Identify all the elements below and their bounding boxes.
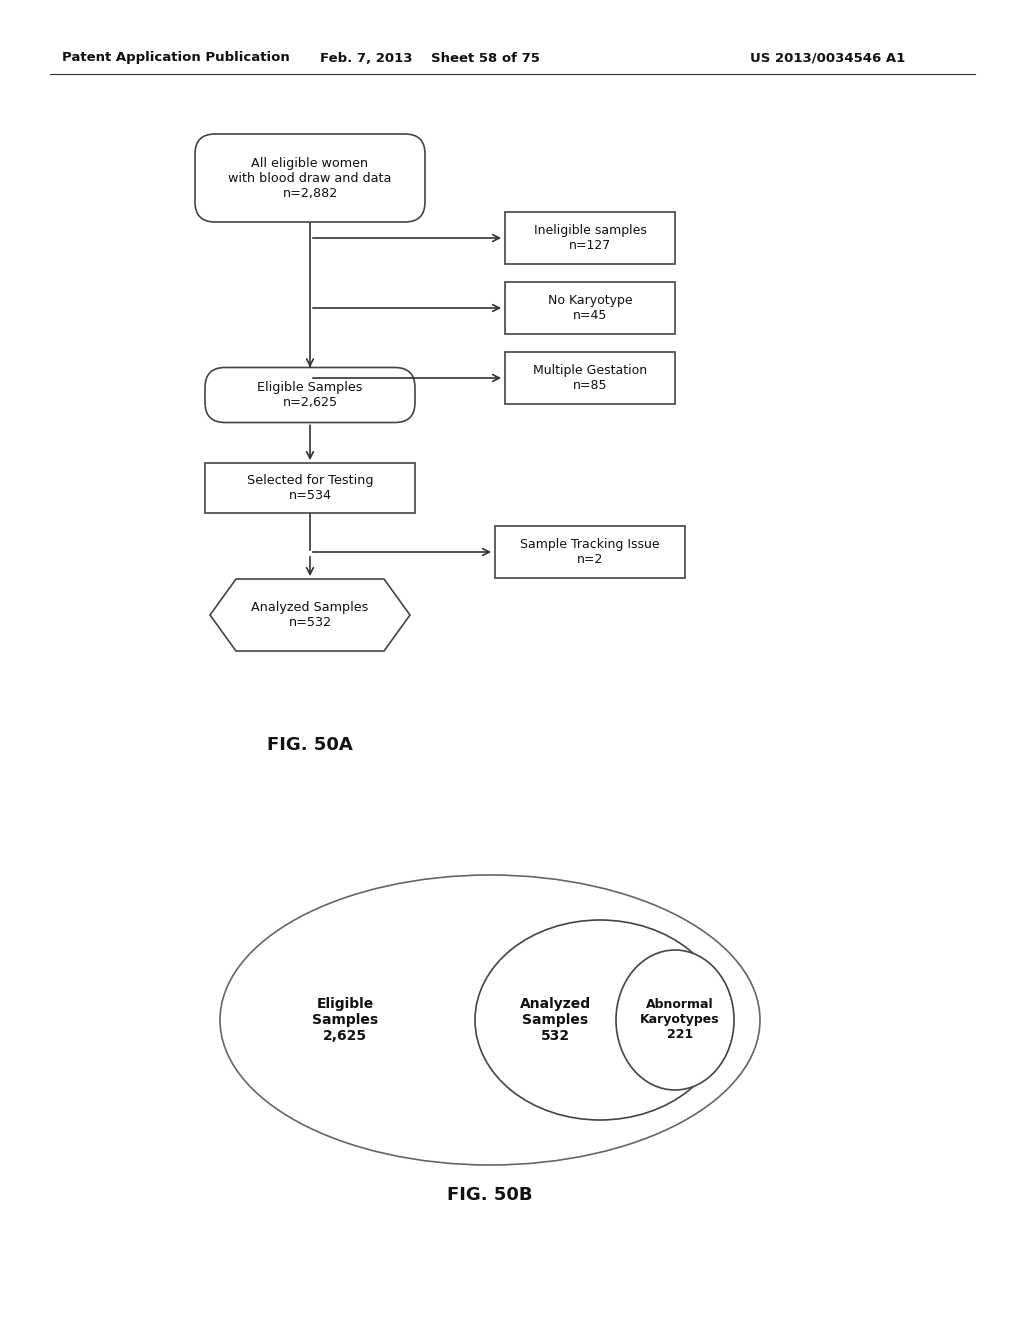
Bar	[505, 213, 675, 264]
Text: All eligible women
with blood draw and data
n=2,882: All eligible women with blood draw and d…	[228, 157, 392, 199]
Text: Eligible Samples
n=2,625: Eligible Samples n=2,625	[257, 381, 362, 409]
Bar	[505, 352, 675, 404]
Ellipse shape	[220, 875, 760, 1166]
Text: Eligible
Samples
2,625: Eligible Samples 2,625	[312, 997, 378, 1043]
Bar	[505, 282, 675, 334]
Text: Multiple Gestation
n=85: Multiple Gestation n=85	[532, 364, 647, 392]
Text: FIG. 50A: FIG. 50A	[267, 737, 353, 754]
Text: Analyzed
Samples
532: Analyzed Samples 532	[519, 997, 591, 1043]
FancyBboxPatch shape	[205, 367, 415, 422]
Text: FIG. 50B: FIG. 50B	[447, 1185, 532, 1204]
Polygon shape	[210, 579, 410, 651]
Text: US 2013/0034546 A1: US 2013/0034546 A1	[750, 51, 905, 65]
Text: No Karyotype
n=45: No Karyotype n=45	[548, 294, 632, 322]
Text: Patent Application Publication: Patent Application Publication	[62, 51, 290, 65]
Bar	[205, 463, 415, 513]
Bar	[495, 525, 685, 578]
Text: Ineligible samples
n=127: Ineligible samples n=127	[534, 224, 646, 252]
Ellipse shape	[616, 950, 734, 1090]
Ellipse shape	[475, 920, 725, 1119]
Text: Sample Tracking Issue
n=2: Sample Tracking Issue n=2	[520, 539, 659, 566]
Text: Selected for Testing
n=534: Selected for Testing n=534	[247, 474, 374, 502]
Text: Feb. 7, 2013    Sheet 58 of 75: Feb. 7, 2013 Sheet 58 of 75	[321, 51, 540, 65]
Text: Analyzed Samples
n=532: Analyzed Samples n=532	[251, 601, 369, 630]
FancyBboxPatch shape	[195, 135, 425, 222]
Text: Abnormal
Karyotypes
221: Abnormal Karyotypes 221	[640, 998, 720, 1041]
